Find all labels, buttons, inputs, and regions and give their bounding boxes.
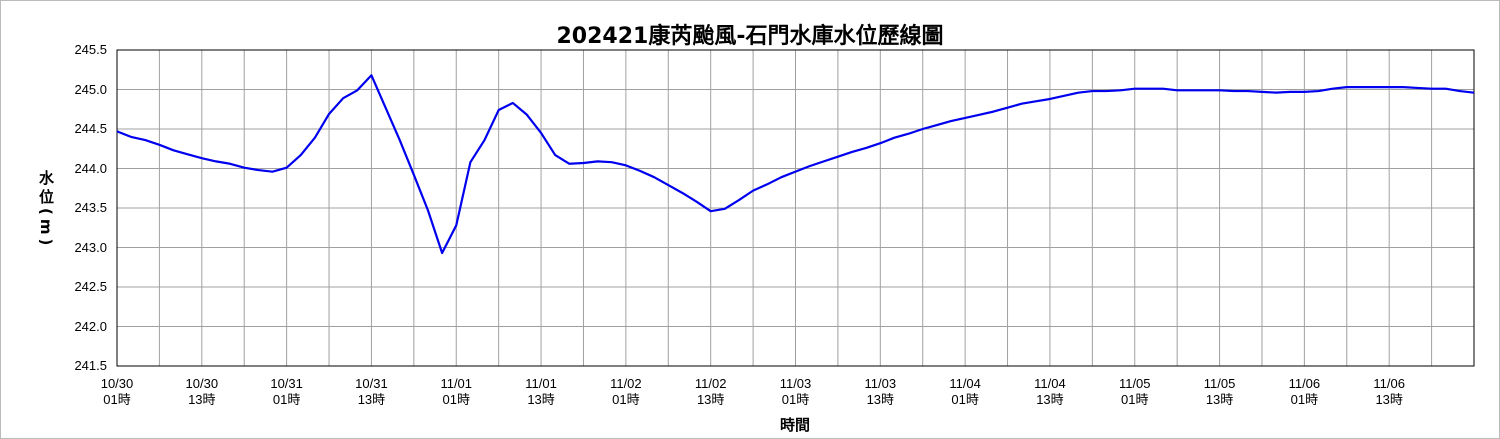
x-axis-label: 時間 — [779, 416, 810, 434]
x-tick-label: 11/02 13時 — [694, 376, 727, 407]
y-tick-label: 243.5 — [74, 200, 107, 215]
y-tick-label: 244.0 — [74, 160, 107, 176]
x-tick-label: 11/01 01時 — [440, 376, 473, 407]
x-tick-label: 11/05 01時 — [1118, 376, 1151, 407]
x-tick-label: 11/03 13時 — [864, 376, 897, 407]
y-tick-label: 242.5 — [74, 279, 107, 294]
x-tick-label: 10/31 01時 — [270, 376, 303, 407]
x-tick-label: 10/30 13時 — [185, 376, 219, 407]
chart-title: 202421康芮颱風-石門水庫水位歷線圖 — [556, 24, 944, 49]
x-tick-label: 11/02 01時 — [610, 376, 642, 407]
x-tick-label: 11/04 01時 — [949, 376, 981, 407]
y-tick-label: 242.0 — [74, 318, 107, 334]
plot-border — [116, 49, 1475, 367]
y-tick-label: 245.0 — [74, 81, 107, 97]
x-tick-label: 11/06 01時 — [1288, 376, 1321, 407]
y-tick-label: 245.5 — [74, 42, 107, 57]
x-tick-label: 10/31 13時 — [355, 376, 388, 407]
y-axis-label: 水位(m) — [37, 170, 55, 250]
x-tick-label: 11/05 13時 — [1203, 376, 1236, 407]
x-tick-label: 11/06 13時 — [1373, 376, 1405, 407]
x-tick-label: 11/01 13時 — [525, 376, 557, 407]
y-tick-label: 244.5 — [74, 121, 107, 136]
x-tick-label: 11/04 13時 — [1034, 376, 1066, 407]
y-tick-label: 241.5 — [74, 358, 107, 373]
y-tick-label: 243.0 — [74, 239, 107, 255]
series-line — [116, 74, 1475, 255]
x-tick-label: 11/03 01時 — [779, 376, 812, 407]
x-tick-label: 10/30 01時 — [100, 376, 134, 407]
